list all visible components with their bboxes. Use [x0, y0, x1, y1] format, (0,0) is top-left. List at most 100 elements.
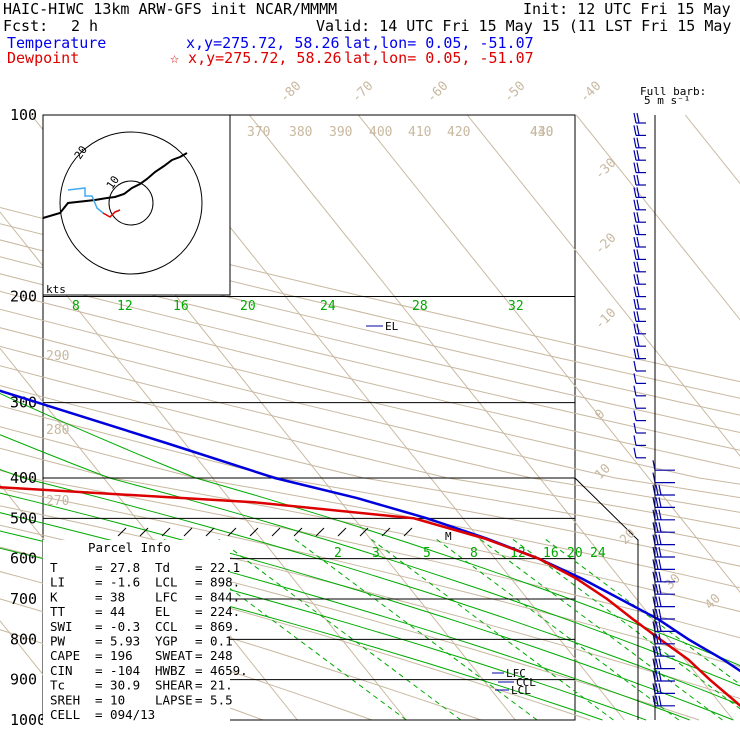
- wind-barb: [633, 274, 646, 285]
- parcel-value-1: = 27.8: [95, 560, 140, 575]
- wind-barb: [633, 162, 646, 174]
- wind-barb: [652, 497, 675, 508]
- el-label: EL: [385, 320, 399, 333]
- theta-label: 420: [447, 125, 470, 140]
- isotherm-line: [357, 114, 740, 593]
- hatch-mark: [249, 527, 259, 537]
- dewpoint-latlon: lat,lon= 0.05, -51.07: [344, 49, 534, 67]
- wind-barb: [633, 323, 646, 335]
- parcel-label-2: HWBZ: [155, 663, 186, 678]
- hatch-mark: [227, 527, 237, 537]
- hatch-mark: [293, 527, 303, 537]
- parcel-info-row: CAPE = 196 SWEAT = 248: [50, 648, 233, 663]
- dewpoint-xy: ☆ x,y=275.72, 58.26: [170, 49, 342, 67]
- mixing-ratio-label: 20: [567, 546, 583, 561]
- mixing-ratio-label: 8: [470, 546, 478, 561]
- temp-tick-label: 24: [320, 299, 336, 314]
- dry-adiabat-line: [0, 290, 740, 469]
- hodograph-ring-20: [59, 131, 203, 275]
- parcel-info-row: CELL = 094/13: [50, 707, 155, 722]
- parcel-value-1: = 094/13: [95, 707, 155, 722]
- chart-title: HAIC-HIWC 13km ARW-GFS init NCAR/MMMM: [3, 0, 337, 18]
- dry-adiabat-line: [0, 469, 740, 639]
- parcel-value-1: = 196: [95, 648, 133, 663]
- wind-barb: [652, 522, 675, 533]
- pressure-tick-label: 300: [10, 394, 37, 412]
- parcel-label-2: LCL: [155, 575, 178, 590]
- parcel-value-1: = 5.93: [95, 634, 140, 649]
- theta-label: 390: [329, 125, 352, 140]
- hodograph-low-trace: [67, 187, 104, 214]
- ccl-label: CCL: [516, 676, 536, 689]
- parcel-info-row: PW = 5.93 YGP = 0.1: [50, 634, 233, 649]
- skewed-temp-label: -20: [592, 231, 619, 258]
- barb-legend-line2: 5 m s⁻¹: [644, 94, 690, 107]
- parcel-label-2: Td: [155, 560, 170, 575]
- parcel-info-row: LI = -1.6 LCL = 898.: [50, 575, 240, 590]
- wind-barb: [633, 174, 646, 186]
- wind-barb: [633, 298, 646, 310]
- wind-barb: [633, 398, 646, 409]
- theta-label: 400: [369, 125, 392, 140]
- hodograph-trace: [42, 152, 188, 219]
- dry-adiabat-line: [0, 385, 740, 548]
- m-label: M: [445, 530, 452, 543]
- hodograph-surface-trace: [102, 209, 121, 218]
- skewed-temp-label: -50: [501, 79, 528, 106]
- wind-barb: [633, 410, 646, 422]
- parcel-label-1: K: [50, 589, 58, 604]
- wind-barb: [633, 187, 646, 198]
- parcel-info-row: CIN = -104 HWBZ = 4659.: [50, 663, 248, 678]
- parcel-label-2: YGP: [155, 634, 178, 649]
- parcel-value-1: = -0.3: [95, 619, 140, 634]
- hatch-mark: [315, 527, 325, 537]
- wind-barb: [633, 360, 646, 372]
- wind-barb: [633, 447, 646, 459]
- isotherm-line: [575, 114, 740, 321]
- parcel-value-2: = 248: [195, 648, 233, 663]
- dewpoint-legend: Dewpoint: [7, 49, 79, 67]
- sounding-profiles: [0, 389, 740, 708]
- mixing-ratio-label: 5: [423, 546, 431, 561]
- mixing-ratio-label: 24: [590, 546, 606, 561]
- wind-barb: [633, 385, 646, 397]
- parcel-value-2: = 898.: [195, 575, 240, 590]
- mixing-ratio-label: 16: [543, 546, 559, 561]
- temperature-legend: Temperature: [7, 34, 106, 52]
- mixing-ratio-line: [511, 538, 740, 710]
- parcel-value-1: = 38: [95, 589, 125, 604]
- dry-adiabat-line: [0, 223, 740, 399]
- pressure-tick-label: 1000: [10, 711, 46, 729]
- wind-barb: [633, 261, 646, 273]
- valid-time: Valid: 14 UTC Fri 15 May 15 (11 LST Fri …: [316, 17, 740, 35]
- parcel-label-2: LAPSE: [155, 692, 193, 707]
- parcel-label-1: Tc: [50, 678, 65, 693]
- parcel-value-2: = 22.1: [195, 560, 240, 575]
- hatch-mark: [337, 527, 347, 537]
- wind-barb: [633, 150, 646, 161]
- parcel-label-2: EL: [155, 604, 170, 619]
- temperature-latlon: lat,lon= 0.05, -51.07: [344, 34, 534, 52]
- parcel-label-1: CAPE: [50, 648, 80, 663]
- wind-barb: [633, 286, 646, 298]
- wind-barb: [633, 336, 646, 347]
- parcel-info-row: TT = 44 EL = 224.: [50, 604, 240, 619]
- skewed-temp-label: -40: [577, 79, 604, 106]
- dry-adiabat-line: [0, 345, 740, 513]
- mixing-ratio-line: [217, 538, 462, 721]
- parcel-label-1: PW: [50, 634, 66, 649]
- temp-tick-label: 16: [173, 299, 189, 314]
- mixing-ratio-line: [435, 538, 680, 721]
- parcel-info-row: Tc = 30.9 SHEAR = 21.: [50, 678, 233, 693]
- parcel-info-panel: Parcel Info T = 27.8 Td = 22.1 LI = -1.6 LCL = …: [43, 540, 248, 725]
- dewpoint-line: [0, 486, 740, 708]
- temp-tick-label: 8: [72, 299, 80, 314]
- parcel-label-1: CIN: [50, 663, 73, 678]
- wind-barb: [652, 472, 675, 484]
- theta-label-left: 270: [46, 494, 69, 509]
- mixing-ratio-label: 2: [334, 546, 342, 561]
- right-frame: [574, 477, 639, 720]
- dry-adiabat-line: [0, 239, 740, 416]
- mixing-ratio-line: [369, 538, 614, 721]
